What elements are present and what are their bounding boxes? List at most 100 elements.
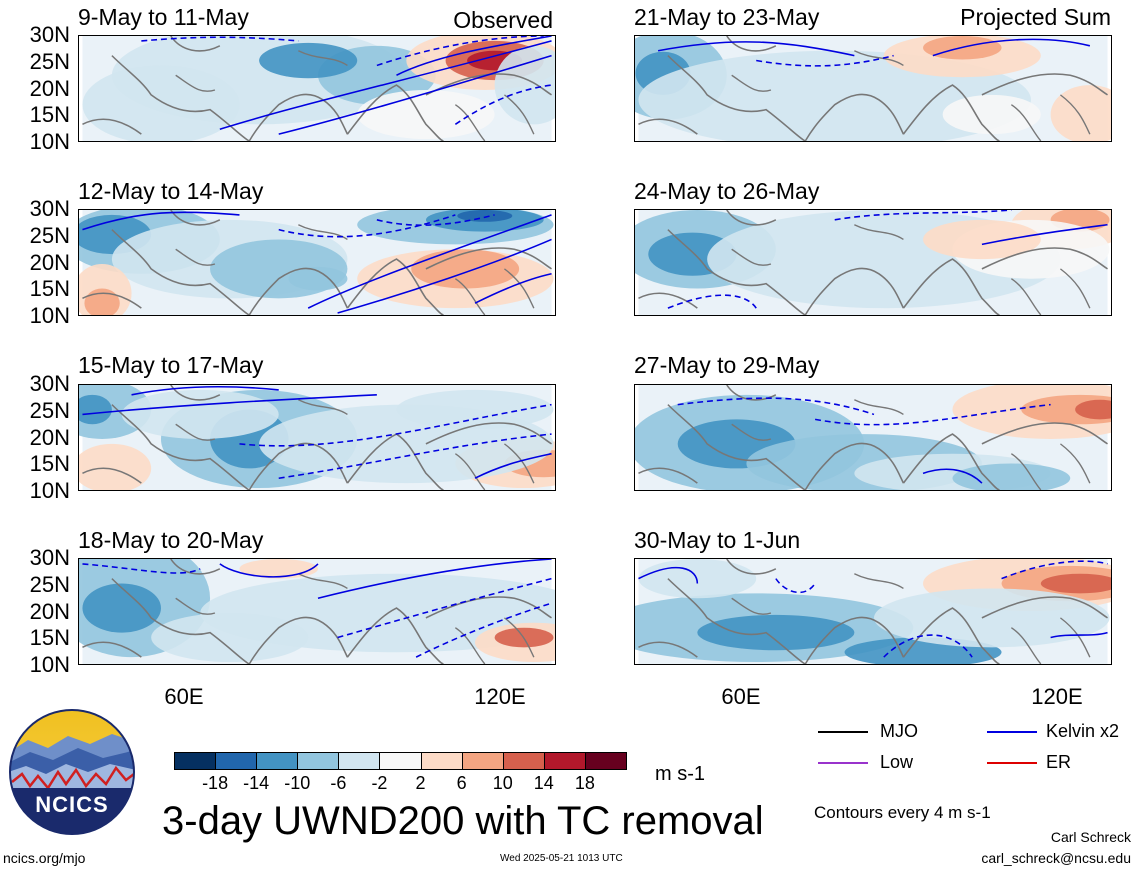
wind-anomaly-shading: [942, 94, 1041, 135]
colorbar-swatch: [502, 752, 545, 770]
coastline: [82, 36, 552, 141]
coastline: [175, 224, 535, 315]
footer-url: ncics.org/mjo: [3, 850, 86, 866]
wind-anomaly-shading: [79, 394, 112, 425]
colorbar-tick-label: 18: [574, 773, 595, 793]
lat-label: 30N: [29, 371, 70, 396]
wind-anomaly-shading: [396, 389, 554, 430]
colorbar-tick-label: -6: [330, 773, 347, 793]
kelvin-contour: [376, 36, 544, 67]
coastline: [638, 385, 1108, 490]
lat-label: 25N: [29, 48, 70, 74]
legend-label-kelvin: Kelvin x2: [1046, 721, 1120, 741]
legend-line-kelvin: [987, 731, 1037, 733]
coastline: [638, 210, 1108, 315]
map-panel: [78, 209, 556, 316]
colorbar-tick-label: -10: [284, 773, 311, 793]
wind-anomaly-shading: [494, 45, 555, 125]
panel-title: 30-May to 1-Jun: [634, 527, 801, 553]
panel-title: 24-May to 26-May: [634, 178, 820, 204]
kelvin-contour: [278, 214, 456, 238]
kelvin-contour: [82, 211, 240, 231]
lat-label: 15N: [29, 102, 70, 128]
legend-label-mjo: MJO: [880, 721, 918, 741]
kelvin-contour: [667, 294, 757, 309]
coastline: [638, 559, 1108, 664]
colorbar-swatch: [461, 752, 504, 770]
panel-corner-label: Projected Sum: [960, 4, 1111, 30]
coastline: [175, 399, 535, 490]
wind-anomaly-shading: [1040, 573, 1111, 594]
legend-line-mjo: [818, 731, 868, 733]
logo-text: NCICS: [35, 792, 109, 817]
kelvin-contour: [1001, 560, 1108, 580]
wind-anomaly-shading: [82, 65, 240, 141]
kelvin-contour: [131, 385, 279, 396]
footer-email: carl_schreck@ncsu.edu: [981, 850, 1131, 866]
kelvin-contour: [219, 40, 552, 130]
coastline: [731, 224, 1091, 315]
wind-anomaly-shading: [357, 89, 495, 140]
map-panel: [78, 35, 556, 142]
coastline: [82, 385, 552, 490]
colorbar-swatch: [543, 752, 586, 770]
lon-label: 120E: [1031, 684, 1083, 709]
colorbar-tick-label: -18: [202, 773, 229, 793]
panel-title: 21-May to 23-May: [634, 4, 820, 30]
lat-label: 15N: [29, 625, 70, 651]
lat-label: 25N: [29, 571, 70, 597]
colorbar-tick-label: -14: [243, 773, 270, 793]
panel-title: 18-May to 20-May: [78, 527, 264, 553]
coastline: [175, 50, 535, 141]
lat-label: 15N: [29, 451, 70, 477]
lat-label: 30N: [29, 196, 70, 221]
map-panel: [634, 35, 1112, 142]
colorbar-tick-label: 2: [415, 773, 426, 793]
colorbar-units: m s-1: [655, 763, 705, 785]
legend-label-er: ER: [1046, 752, 1072, 772]
map-panel: [634, 209, 1112, 316]
map-panel: [634, 384, 1112, 491]
colorbar-swatch: [584, 752, 627, 770]
kelvin-contour: [239, 403, 552, 447]
colorbar-swatch: [379, 752, 422, 770]
wind-anomaly-shading: [873, 588, 1110, 648]
main-title: 3-day UWND200 with TC removal: [162, 799, 764, 843]
lat-label: 20N: [29, 75, 70, 101]
wind-anomaly-shading: [457, 210, 513, 222]
kelvin-contour: [307, 214, 552, 309]
kelvin-contour: [415, 602, 552, 658]
legend-label-low: Low: [880, 752, 914, 772]
kelvin-contour: [396, 36, 552, 76]
kelvin-contour: [219, 563, 319, 578]
kelvin-contour: [834, 210, 1012, 221]
panel-title: 9-May to 11-May: [78, 4, 249, 30]
kelvin-contour: [657, 41, 855, 57]
colorbar-swatch: [256, 752, 299, 770]
lat-label: 25N: [29, 222, 70, 248]
kelvin-contour: [474, 273, 552, 304]
kelvin-contour: [278, 433, 552, 480]
kelvin-contour: [474, 452, 552, 479]
colorbar-swatch: [215, 752, 258, 770]
kelvin-contour: [317, 559, 552, 600]
colorbar-swatch: [420, 752, 463, 770]
kelvin-contour: [638, 566, 699, 584]
lat-label: 10N: [29, 652, 70, 677]
coastline: [731, 573, 1091, 664]
colorbar-swatch: [174, 752, 217, 770]
colorbar-swatch: [338, 752, 381, 770]
footer-author: Carl Schreck: [1050, 829, 1131, 845]
lat-label: 10N: [29, 303, 70, 328]
footer-timestamp: Wed 2025-05-21 1013 UTC: [500, 853, 623, 864]
ncics-logo: NCICS: [8, 708, 136, 836]
legend-line-er: [987, 762, 1037, 764]
kelvin-contour: [337, 238, 552, 314]
kelvin-contour: [337, 577, 552, 639]
lon-label: 120E: [474, 684, 526, 709]
map-panel: [634, 558, 1112, 665]
kelvin-contour: [82, 394, 377, 416]
wind-anomaly-shading: [1075, 399, 1111, 420]
lat-label: 20N: [29, 598, 70, 624]
panel-title: 27-May to 29-May: [634, 352, 820, 378]
